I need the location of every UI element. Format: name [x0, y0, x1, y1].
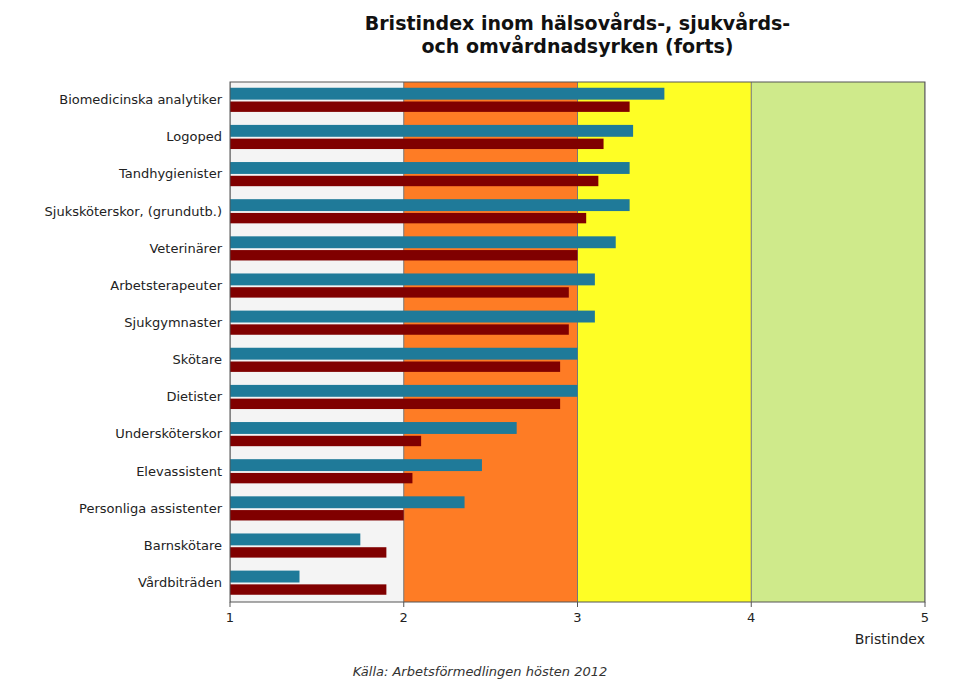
source: Källa: Arbetsförmedlingen hösten 2012: [353, 664, 607, 679]
tick-mark: [403, 602, 404, 607]
bar: [230, 125, 633, 137]
chart: Biomedicinska analytiker Logoped Tandhygie…: [0, 0, 960, 692]
frame: [230, 82, 925, 602]
title-line: Bristindex inom hälsovårds-, sjukvårds-: [365, 11, 790, 34]
grid-line: [751, 82, 752, 602]
category-label: Elevassistent: [136, 464, 222, 479]
category-label: Undersköterskor: [115, 426, 222, 441]
tick-mark: [751, 602, 752, 607]
category-label: Personliga assistenter: [79, 501, 223, 516]
tick-label: 1: [226, 610, 234, 625]
category-label: Sjuksköterskor, (grundutb.): [45, 204, 222, 219]
grid-line: [577, 82, 578, 602]
zone: [578, 82, 752, 602]
bar: [230, 88, 664, 100]
bar: [230, 436, 421, 446]
tick-label: 3: [573, 610, 581, 625]
bar: [230, 213, 586, 223]
tick-label: 5: [921, 610, 929, 625]
category-label: Dietister: [166, 389, 222, 404]
zone: [404, 82, 578, 602]
bar: [230, 162, 630, 174]
bar: [230, 399, 560, 409]
bar: [230, 250, 578, 260]
tick-mark: [230, 602, 231, 607]
title: Bristindex inom hälsovårds-, sjukvårds-o…: [365, 11, 790, 57]
category-label: Sjukgymnaster: [124, 315, 222, 330]
category-label: Tandhygienister: [118, 166, 223, 181]
category-label: Arbetsterapeuter: [110, 278, 222, 293]
bar: [230, 459, 482, 471]
x-axis-label: Bristindex: [855, 631, 925, 647]
bar: [230, 473, 412, 483]
bar: [230, 311, 595, 323]
bar: [230, 139, 604, 149]
bar: [230, 102, 630, 112]
bar: [230, 533, 360, 545]
category-label: Barnskötare: [144, 538, 222, 553]
bar: [230, 362, 560, 372]
tick-label: 4: [747, 610, 755, 625]
title-line: och omvårdnadsyrken (forts): [421, 34, 733, 57]
bar: [230, 385, 578, 397]
bar: [230, 510, 404, 520]
category-label: Logoped: [166, 129, 222, 144]
bar: [230, 547, 386, 557]
tick-mark: [925, 602, 926, 607]
bar: [230, 324, 569, 334]
grid-line: [403, 82, 404, 602]
bar: [230, 273, 595, 285]
plot-area: [230, 82, 925, 602]
category-label: Skötare: [173, 352, 222, 367]
zone: [751, 82, 925, 602]
plot-background: [230, 82, 925, 602]
category-label: Vårdbiträden: [138, 575, 222, 590]
bar: [230, 571, 300, 583]
bar: [230, 176, 598, 186]
bar: [230, 236, 616, 248]
category-label: Biomedicinska analytiker: [59, 92, 222, 107]
tick-mark: [577, 602, 578, 607]
category-label: Veterinärer: [149, 241, 222, 256]
bar: [230, 584, 386, 594]
bar: [230, 422, 517, 434]
bar: [230, 348, 578, 360]
bar: [230, 199, 630, 211]
bar: [230, 287, 569, 297]
bar: [230, 496, 465, 508]
tick-label: 2: [400, 610, 408, 625]
